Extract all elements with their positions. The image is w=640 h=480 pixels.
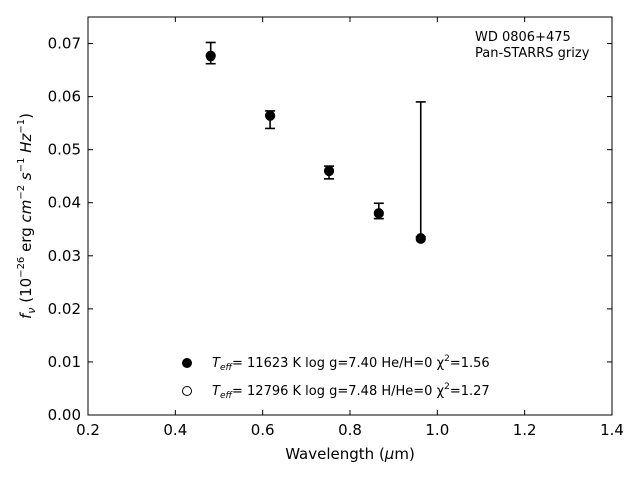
data-marks [205,41,426,244]
x-tick-label: 1.0 [425,421,449,439]
x-tick-label: 0.4 [163,421,187,439]
plot-frame [87,16,613,416]
x-tick-label: 0.8 [338,421,362,439]
x-tick-label: 1.2 [513,421,537,439]
y-axis-label-cm: cm [17,200,35,223]
legend-1-chi-sup: 2 [444,354,450,364]
x-tick-label: 0.2 [76,421,100,439]
legend-1-text: = 11623 K log g=7.40 He/H=0 χ [232,356,445,371]
y-axis-label-exp1: −26 [16,257,27,278]
y-tick-label: 0.02 [48,300,81,318]
y-tick-label: 0.03 [48,247,81,265]
x-axis-label-text: Wavelength ( [285,445,385,463]
legend-marker-filled [182,358,192,368]
y-axis-label-open: (10 [17,278,35,308]
legend: Teff= 11623 K log g=7.40 He/H=0 χ2=1.56 … [182,354,490,401]
y-axis-label-close: ) [17,113,35,119]
y-tick-label: 0.01 [48,353,81,371]
legend-1-chi-val: =1.56 [450,356,490,371]
model-point-open [374,208,384,218]
y-axis-label-nu: ν [25,308,38,314]
y-axis-label-exp3: −1 [16,158,27,173]
legend-2-chi-val: =1.27 [450,384,490,399]
y-tick-label: 0.00 [48,406,81,424]
y-axis-label-f: f [17,311,35,319]
y-tick-label: 0.05 [48,141,81,159]
legend-2-chi-sup: 2 [444,382,450,392]
model-point-open [324,166,334,177]
legend-marker-open [182,386,192,396]
y-axis-label-exp4: −1 [16,119,27,134]
model-point-open [265,111,275,121]
y-tick-label: 0.06 [48,88,81,106]
y-axis-label-hz: Hz [17,133,35,158]
annotation-line-2: Pan-STARRS grizy [475,46,590,61]
legend-1-teff: T [212,356,221,371]
legend-2-teff: T [212,384,221,399]
legend-entry-2: Teff= 12796 K log g=7.48 H/He=0 χ2=1.27 [212,382,490,401]
y-axis-label-exp2: −2 [16,185,27,200]
model-point-open [416,233,426,243]
y-axis-label: fν (10−26 erg cm−2 s−1 Hz−1) [16,113,38,319]
x-axis-label-unit: μ [384,445,395,463]
model-point-open [206,52,216,62]
legend-1-teff-sub: eff [220,363,234,373]
y-tick-label: 0.07 [48,35,81,53]
x-tick-label: 1.4 [600,421,624,439]
y-axis-label-s: s [17,172,35,185]
x-tick-label: 0.6 [251,421,275,439]
x-axis-label-unit-rest: m) [394,445,414,463]
y-axis-label-erg: erg [17,223,35,257]
axis-tick-labels: 0.2 0.4 0.6 0.8 1.0 1.2 1.4 0.00 0.01 0.02 0.03 0.0… [48,35,624,439]
annotation-line-1: WD 0806+475 [475,30,571,45]
legend-2-teff-sub: eff [220,391,234,401]
y-tick-label: 0.04 [48,194,81,212]
legend-2-text: = 12796 K log g=7.48 H/He=0 χ [232,384,445,399]
legend-entry-1: Teff= 11623 K log g=7.40 He/H=0 χ2=1.56 [212,354,490,373]
x-axis-label: Wavelength (μm) [285,445,415,463]
